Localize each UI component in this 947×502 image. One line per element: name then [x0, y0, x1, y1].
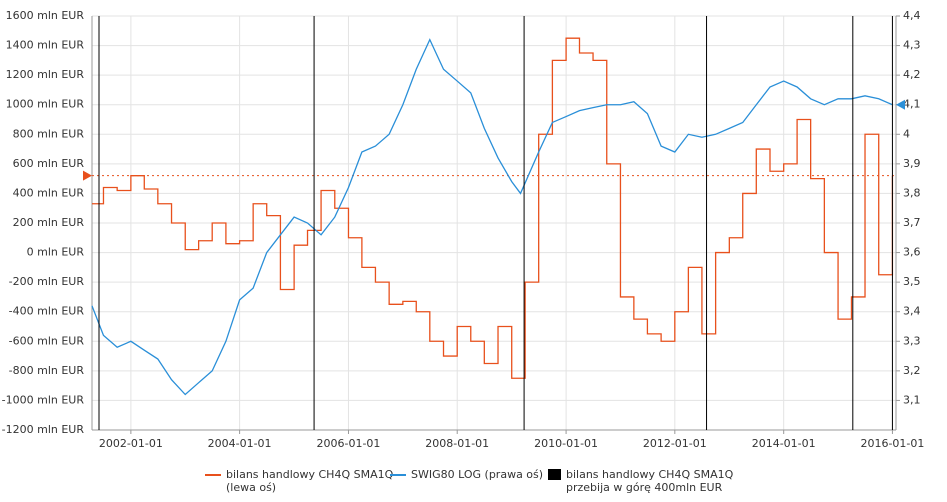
y2-tick-label: 3,7 [903, 216, 921, 229]
y2-tick-label: 3,1 [903, 393, 921, 406]
legend-label: bilans handlowy CH4Q SMA1Q (lewa oś) [226, 468, 394, 494]
y-tick-label: -600 mln EUR [9, 334, 85, 347]
y-tick-label: -200 mln EUR [9, 275, 85, 288]
x-tick-label: 2006-01-01 [317, 437, 381, 450]
legend-swatch [548, 469, 561, 480]
legend-item: bilans handlowy CH4Q SMA1Q (lewa oś) [205, 468, 393, 494]
y2-tick-label: 3,6 [903, 246, 921, 259]
y2-tick-label: 4 [903, 127, 910, 140]
legend-item: bilans handlowy CH4Q SMA1Q przebija w gó… [548, 468, 733, 494]
y2-tick-label: 3,2 [903, 364, 921, 377]
y2-tick-label: 4,4 [903, 9, 921, 22]
x-tick-label: 2016-01-01 [860, 437, 924, 450]
y-tick-label: 1400 mln EUR [6, 39, 85, 52]
y-tick-label: 0 mln EUR [27, 246, 85, 259]
y2-tick-label: 3,9 [903, 157, 921, 170]
legend-item: SWIG80 LOG (prawa oś) [390, 468, 543, 481]
y-tick-label: -400 mln EUR [9, 305, 85, 318]
y-tick-label: 1600 mln EUR [6, 9, 85, 22]
y-tick-label: -800 mln EUR [9, 364, 85, 377]
y-tick-label: 400 mln EUR [13, 186, 85, 199]
last-value-marker [83, 170, 92, 181]
y-tick-label: 800 mln EUR [13, 127, 85, 140]
legend: bilans handlowy CH4Q SMA1Q (lewa oś) SWIG… [0, 462, 947, 502]
y-tick-label: -1200 mln EUR [2, 423, 85, 436]
y-tick-label: 600 mln EUR [13, 157, 85, 170]
x-tick-label: 2004-01-01 [208, 437, 272, 450]
plot: -1200 mln EUR -1000 mln EUR -800 mln EUR -6… [2, 9, 925, 450]
y-tick-label: 200 mln EUR [13, 216, 85, 229]
last-value-marker [896, 99, 905, 110]
legend-label: bilans handlowy CH4Q SMA1Q przebija w gó… [566, 468, 734, 494]
y2-tick-label: 3,8 [903, 186, 921, 199]
y-tick-label: -1000 mln EUR [2, 393, 85, 406]
x-tick-label: 2002-01-01 [99, 437, 163, 450]
legend-label: SWIG80 LOG (prawa oś) [411, 468, 544, 481]
y-tick-label: 1000 mln EUR [6, 98, 85, 111]
x-tick-label: 2014-01-01 [752, 437, 816, 450]
legend-swatch [390, 474, 406, 476]
x-tick-label: 2008-01-01 [425, 437, 489, 450]
y2-tick-label: 4,1 [903, 98, 921, 111]
series-line [91, 38, 893, 396]
y2-tick-label: 4,2 [903, 68, 921, 81]
series-line [92, 37, 894, 379]
legend-swatch [205, 474, 221, 476]
y2-tick-label: 3,3 [903, 334, 921, 347]
y-tick-label: 1200 mln EUR [6, 68, 85, 81]
y2-tick-label: 3,5 [903, 275, 921, 288]
y2-tick-label: 4,3 [903, 39, 921, 52]
x-tick-label: 2010-01-01 [534, 437, 598, 450]
y2-tick-label: 3,4 [903, 305, 921, 318]
x-tick-label: 2012-01-01 [643, 437, 707, 450]
